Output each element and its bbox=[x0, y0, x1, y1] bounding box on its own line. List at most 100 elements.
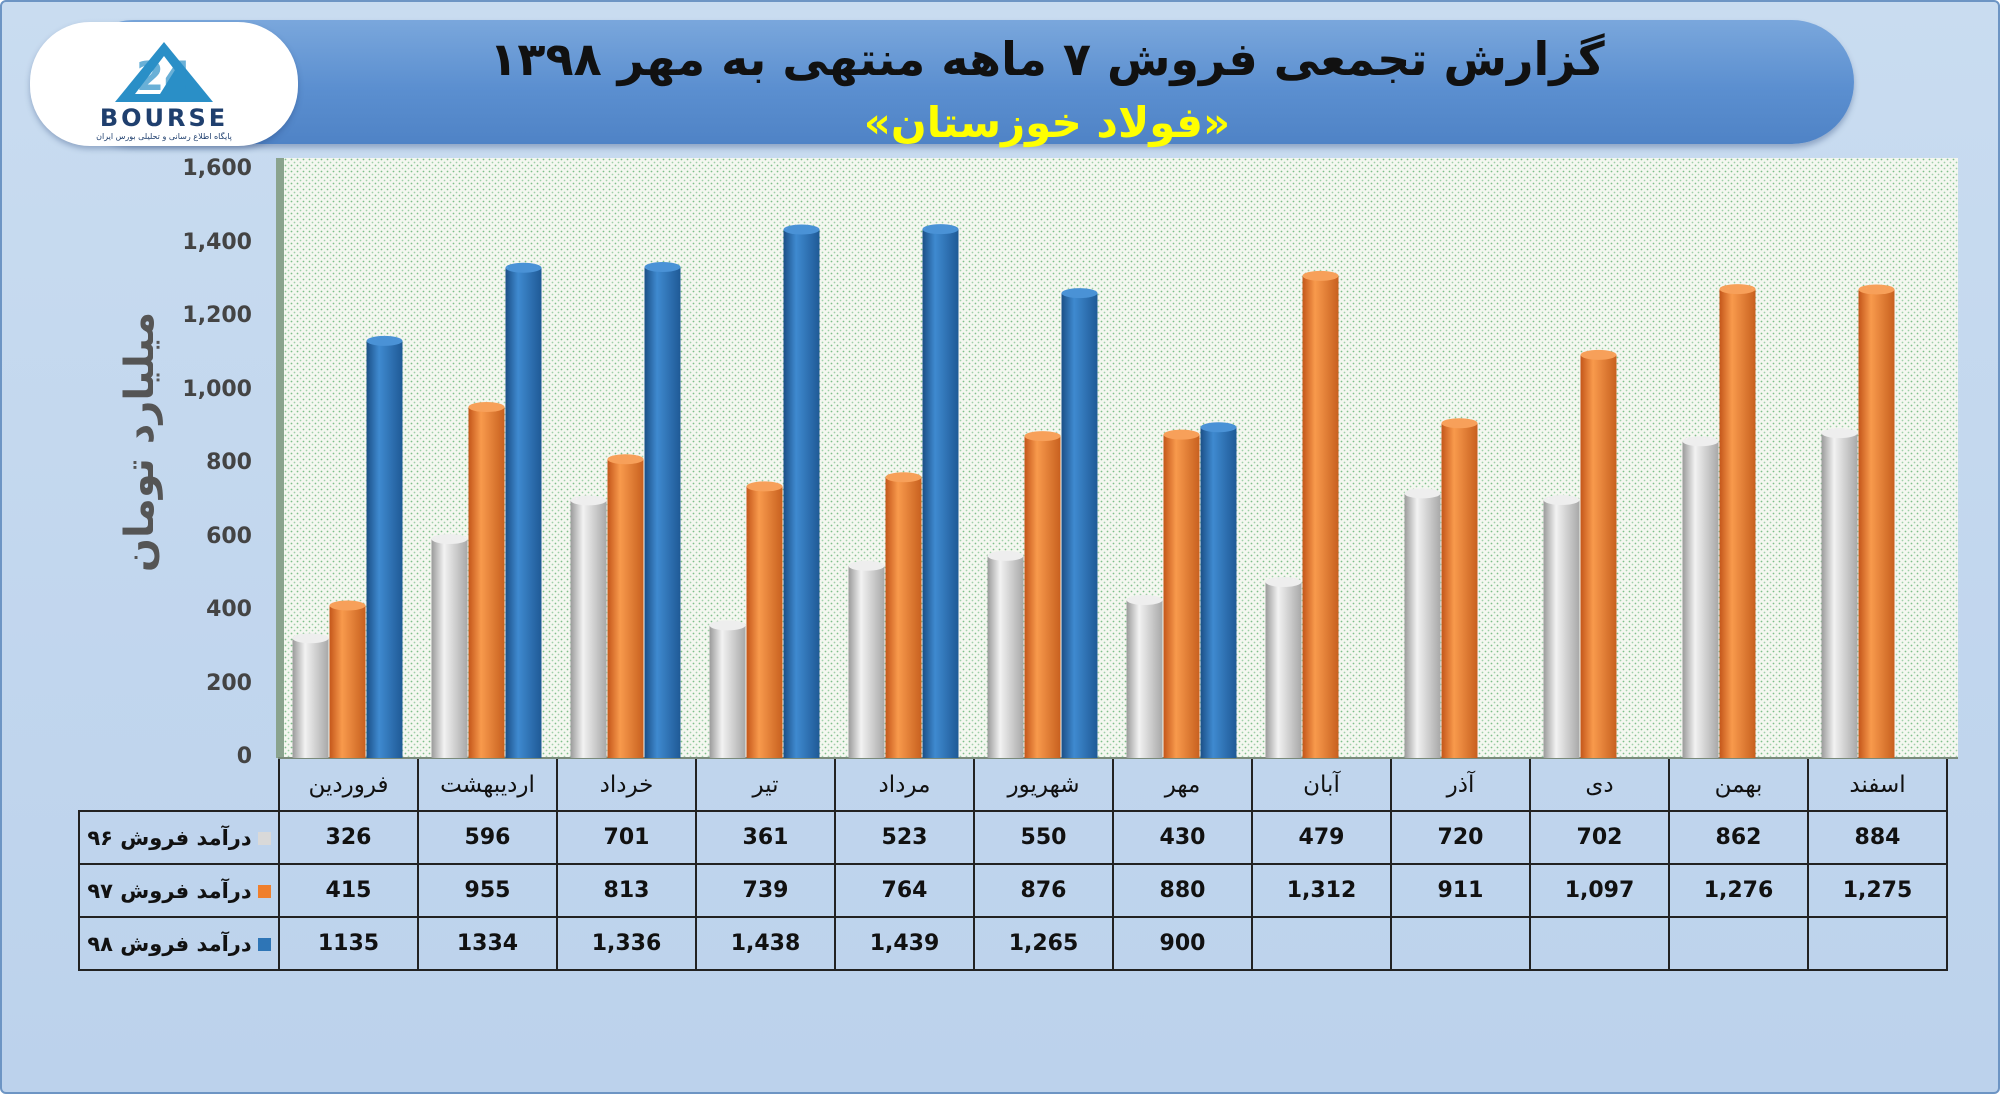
bar-1-3 bbox=[570, 500, 607, 758]
bar-1-10 bbox=[1543, 500, 1580, 758]
x-tick-label: آبان bbox=[1251, 759, 1392, 812]
bar-2-2 bbox=[468, 407, 505, 758]
data-label: 884 bbox=[1807, 810, 1948, 865]
table-row: درآمد فروش ۹۸ 1135 1334 1,336 1,438 1,439 1,26… bbox=[78, 916, 1948, 971]
x-tick-label: آذر bbox=[1390, 759, 1531, 812]
bar-1-2 bbox=[431, 538, 468, 758]
bar-cap-3-2 bbox=[505, 262, 542, 273]
bar-3-5 bbox=[922, 229, 959, 759]
data-label: 764 bbox=[834, 863, 975, 918]
legend-entry: درآمد فروش ۹۷ bbox=[78, 863, 280, 918]
data-label: 326 bbox=[278, 810, 419, 865]
data-label: 739 bbox=[695, 863, 836, 918]
bar-cap-2-8 bbox=[1302, 270, 1339, 281]
bar-cap-2-2 bbox=[468, 402, 505, 413]
bar-cap-1-1 bbox=[292, 633, 329, 644]
logo-tagline: پایگاه اطلاع رسانی و تحلیلی بورس ایران bbox=[96, 132, 232, 141]
bar-cap-3-3 bbox=[644, 262, 681, 273]
x-tick-label: خرداد bbox=[556, 759, 697, 812]
bar-cap-1-9 bbox=[1404, 488, 1441, 499]
data-label: 550 bbox=[973, 810, 1114, 865]
table-row: درآمد فروش ۹۶ 326 596 701 361 523 550 430 479 720… bbox=[78, 810, 1948, 865]
bar-cap-1-8 bbox=[1265, 576, 1302, 587]
data-label: 430 bbox=[1112, 810, 1253, 865]
data-label bbox=[1390, 916, 1531, 971]
y-tick-label: 1,400 bbox=[182, 229, 252, 255]
x-tick-label: مرداد bbox=[834, 759, 975, 812]
bar-1-9 bbox=[1404, 493, 1441, 758]
bar-cap-2-11 bbox=[1719, 284, 1756, 295]
data-table: فروردین اردیبهشت خرداد تیر مرداد شهریور مهر آبا… bbox=[78, 759, 1948, 971]
bar-2-11 bbox=[1719, 289, 1756, 758]
bar-2-4 bbox=[746, 486, 783, 758]
bar-1-1 bbox=[292, 638, 329, 758]
y-tick-label: 1,200 bbox=[182, 303, 252, 328]
bar-3-1 bbox=[366, 340, 403, 758]
bar-cap-2-1 bbox=[329, 600, 366, 611]
bar-cap-3-1 bbox=[366, 335, 403, 346]
bar-cap-2-5 bbox=[885, 472, 922, 483]
data-label: 1,336 bbox=[556, 916, 697, 971]
bar-1-12 bbox=[1821, 433, 1858, 758]
logo-mark-icon: 24 bbox=[115, 42, 213, 102]
x-tick-label: دی bbox=[1529, 759, 1670, 812]
table-row: درآمد فروش ۹۷ 415 955 813 739 764 876 880 1,312 9… bbox=[78, 863, 1948, 918]
y-tick-label: 600 bbox=[206, 523, 252, 549]
data-label bbox=[1668, 916, 1809, 971]
table-header-row: فروردین اردیبهشت خرداد تیر مرداد شهریور مهر آبا… bbox=[79, 759, 1948, 812]
bar-2-1 bbox=[329, 605, 366, 758]
bar-cap-1-6 bbox=[987, 550, 1024, 561]
bar-2-12 bbox=[1858, 289, 1895, 758]
bar-1-5 bbox=[848, 565, 885, 758]
bar-3-2 bbox=[505, 267, 542, 758]
data-label: 911 bbox=[1390, 863, 1531, 918]
bar-2-3 bbox=[607, 459, 644, 758]
bar-2-5 bbox=[885, 477, 922, 758]
x-tick-label: اسفند bbox=[1807, 759, 1948, 812]
svg-text:24: 24 bbox=[136, 54, 192, 100]
x-tick-label: فروردین bbox=[278, 759, 419, 812]
data-label bbox=[1529, 916, 1670, 971]
x-tick-label: مهر bbox=[1112, 759, 1253, 812]
data-label: 701 bbox=[556, 810, 697, 865]
bar-cap-1-10 bbox=[1543, 495, 1580, 506]
data-label: 880 bbox=[1112, 863, 1253, 918]
bar-cap-2-9 bbox=[1441, 418, 1478, 429]
data-label: 596 bbox=[417, 810, 558, 865]
legend-label: درآمد فروش ۹۸ bbox=[87, 932, 252, 956]
bar-2-9 bbox=[1441, 423, 1478, 758]
bar-cap-1-5 bbox=[848, 560, 885, 571]
data-label: 1,275 bbox=[1807, 863, 1948, 918]
legend-swatch bbox=[257, 937, 271, 951]
bar-cap-2-6 bbox=[1024, 431, 1061, 442]
bar-3-7 bbox=[1200, 427, 1237, 758]
data-label: 813 bbox=[556, 863, 697, 918]
data-label: 955 bbox=[417, 863, 558, 918]
bar-2-8 bbox=[1302, 275, 1339, 758]
data-label: 876 bbox=[973, 863, 1114, 918]
y-tick-label: 400 bbox=[206, 597, 252, 622]
bar-cap-1-4 bbox=[709, 620, 746, 631]
chart-title: گزارش تجمعی فروش ۷ ماهه منتهی به مهر ۱۳۹… bbox=[489, 32, 1605, 86]
data-label: 1,097 bbox=[1529, 863, 1670, 918]
bar-cap-1-3 bbox=[570, 495, 607, 506]
y-tick-label: 800 bbox=[206, 450, 252, 475]
bar-1-6 bbox=[987, 555, 1024, 758]
bar-cap-3-4 bbox=[783, 224, 820, 235]
bar-3-6 bbox=[1061, 293, 1098, 758]
data-label: 702 bbox=[1529, 810, 1670, 865]
data-label: 1,439 bbox=[834, 916, 975, 971]
y-tick-label: 1,000 bbox=[182, 376, 252, 402]
data-label bbox=[1251, 916, 1392, 971]
plot-area bbox=[282, 158, 1958, 758]
legend-entry: درآمد فروش ۹۸ bbox=[78, 916, 280, 971]
bar-cap-1-2 bbox=[431, 533, 468, 544]
y-tick-label: 1,600 bbox=[182, 156, 252, 181]
bar-cap-2-10 bbox=[1580, 349, 1617, 360]
bar-cap-3-5 bbox=[922, 224, 959, 235]
bar-3-3 bbox=[644, 267, 681, 758]
bourse-logo: 24 BOURSE پایگاه اطلاع رسانی و تحلیلی بو… bbox=[30, 22, 298, 146]
bar-cap-1-11 bbox=[1682, 436, 1719, 447]
legend-swatch bbox=[257, 884, 271, 898]
